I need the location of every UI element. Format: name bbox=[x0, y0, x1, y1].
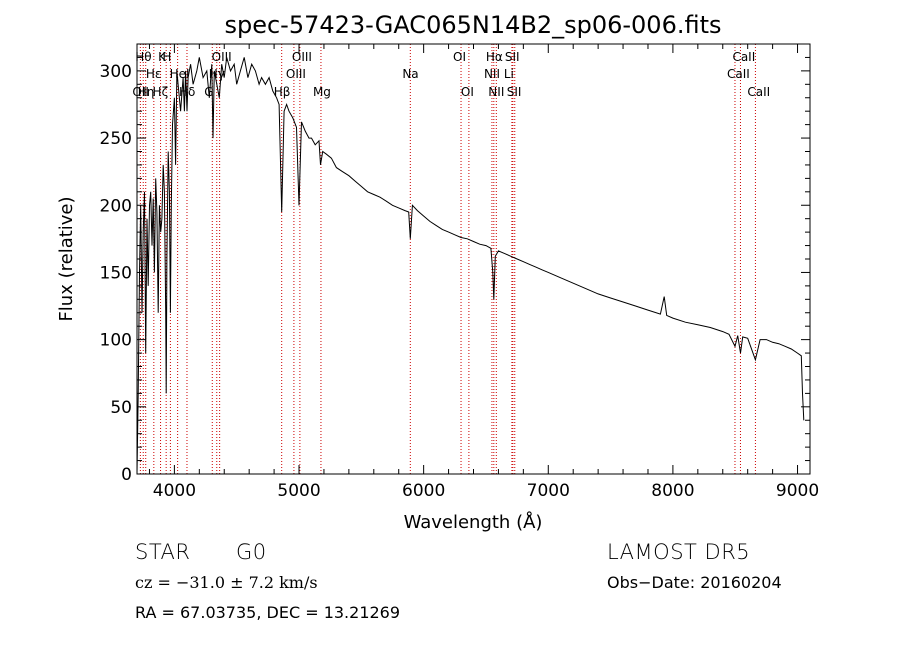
y-axis: 0 50 100 150 200 250 300 bbox=[100, 43, 810, 485]
line-label: HeI bbox=[170, 67, 190, 81]
line-label: Hε bbox=[146, 67, 162, 81]
line-label: Hθ bbox=[135, 50, 151, 64]
x-tick-label: 5000 bbox=[277, 481, 320, 501]
line-label: OIII bbox=[292, 50, 312, 64]
x-tick-label: 4000 bbox=[153, 481, 196, 501]
y-tick-label: 150 bbox=[100, 263, 132, 283]
x-tick-label: 6000 bbox=[402, 481, 445, 501]
line-label: OIII bbox=[286, 67, 306, 81]
line-label: CaII bbox=[727, 67, 750, 81]
object-subclass: G0 bbox=[236, 540, 267, 564]
x-tick-label: 7000 bbox=[527, 481, 570, 501]
x-axis-label: Wavelength (Å) bbox=[404, 511, 543, 533]
x-axis: 4000 5000 6000 7000 8000 9000 bbox=[148, 44, 819, 501]
x-tick-label: 8000 bbox=[651, 481, 694, 501]
line-label: H bbox=[162, 50, 171, 64]
y-tick-label: 300 bbox=[100, 62, 132, 82]
line-label: CaII bbox=[747, 85, 770, 99]
plot-frame bbox=[136, 43, 811, 475]
y-tick-label: 200 bbox=[100, 196, 132, 216]
line-label: OII bbox=[132, 85, 149, 99]
line-label: CaII bbox=[732, 50, 755, 64]
line-label: Hζ bbox=[153, 85, 169, 99]
line-label: NII bbox=[488, 85, 504, 99]
redshift-cz: cz = −31.0 ± 7.2 km/s bbox=[135, 573, 318, 592]
line-label: OI bbox=[461, 85, 474, 99]
y-tick-label: 0 bbox=[121, 465, 132, 485]
line-label: OI bbox=[453, 50, 466, 64]
y-tick-label: 250 bbox=[100, 129, 132, 149]
line-label: K bbox=[158, 50, 167, 64]
line-label: OIII bbox=[212, 50, 232, 64]
ra-dec-coordinates: RA = 67.03735, DEC = 13.21269 bbox=[135, 603, 401, 622]
y-tick-label: 100 bbox=[100, 331, 132, 351]
line-label: Mg bbox=[313, 85, 331, 99]
obs-date: Obs−Date: 20160204 bbox=[607, 573, 782, 592]
line-label: SII bbox=[507, 85, 522, 99]
survey-name: LAMOST DR5 bbox=[607, 540, 751, 564]
line-label: Na bbox=[402, 67, 418, 81]
x-tick-label: 9000 bbox=[776, 481, 819, 501]
emission-lines bbox=[139, 44, 756, 474]
chart-title: spec-57423-GAC065N14B2_sp06-006.fits bbox=[224, 11, 721, 39]
y-axis-label: Flux (relative) bbox=[56, 196, 77, 321]
y-tick-label: 50 bbox=[110, 398, 132, 418]
line-label: Li bbox=[504, 67, 514, 81]
line-label: Hβ bbox=[274, 85, 291, 99]
spectrum-line bbox=[136, 57, 805, 475]
line-label: SII bbox=[505, 50, 520, 64]
line-label: NII bbox=[484, 67, 500, 81]
line-label: Hα bbox=[486, 50, 503, 64]
line-label: Hη bbox=[138, 85, 155, 99]
object-class: STAR bbox=[135, 540, 191, 564]
